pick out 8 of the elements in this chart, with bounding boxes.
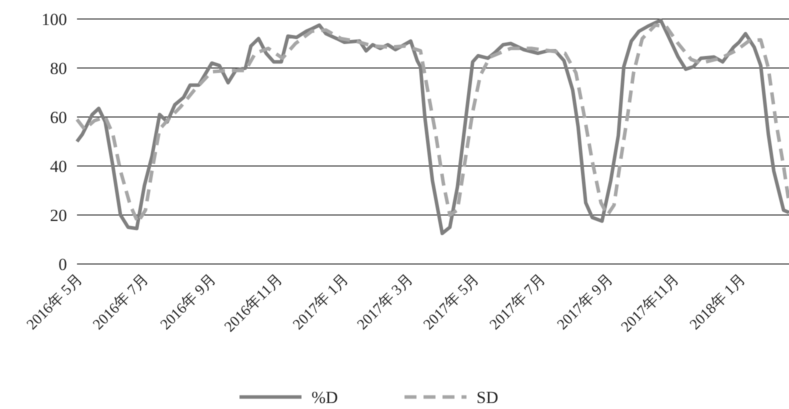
- legend-label: SD: [476, 388, 498, 407]
- y-tick-label: 60: [50, 108, 67, 127]
- y-tick-label: 20: [50, 206, 67, 225]
- y-tick-label: 100: [42, 10, 67, 29]
- y-tick-label: 40: [50, 157, 67, 176]
- y-tick-label: 80: [50, 59, 67, 78]
- y-tick-label: 0: [58, 255, 67, 274]
- legend-label: %D: [312, 388, 338, 407]
